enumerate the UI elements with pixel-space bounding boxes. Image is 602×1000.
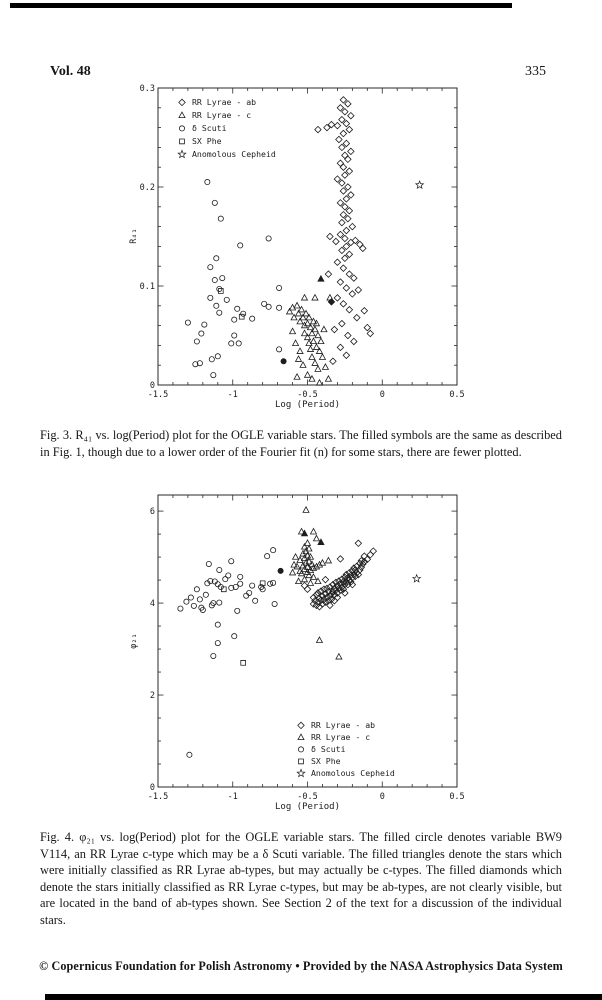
svg-text:0.1: 0.1 — [140, 282, 155, 292]
svg-text:2: 2 — [150, 691, 155, 701]
svg-text:SX Phe: SX Phe — [311, 756, 341, 766]
svg-text:0: 0 — [380, 390, 385, 400]
fig3-scatter-svg: -1.5 -1 -0.5 0 0.5 0 0.1 0.2 0.3 Log (Period) R₄₁ R… — [129, 84, 465, 410]
svg-text:-1.5: -1.5 — [148, 390, 168, 400]
svg-text:-0.5: -0.5 — [297, 792, 317, 802]
svg-text:Anomolous Cepheid: Anomolous Cepheid — [192, 149, 276, 159]
svg-text:6: 6 — [150, 507, 155, 517]
svg-text:0.5: 0.5 — [449, 390, 464, 400]
svg-text:δ Scuti: δ Scuti — [311, 744, 346, 754]
svg-text:-0.5: -0.5 — [297, 390, 317, 400]
svg-text:RR Lyrae - ab: RR Lyrae - ab — [192, 97, 256, 107]
svg-text:δ Scuti: δ Scuti — [192, 123, 227, 133]
figure4-plot: -1.5 -1 -0.5 0 0.5 0 2 4 6 Log (Period) φ₂₁ RR Lyra… — [118, 483, 470, 821]
svg-text:-1.5: -1.5 — [148, 792, 168, 802]
footer-credit: © Copernicus Foundation for Polish Astro… — [39, 959, 563, 973]
svg-text:RR Lyrae - ab: RR Lyrae - ab — [311, 720, 375, 730]
header-page-number: 335 — [525, 64, 546, 79]
svg-text:Log (Period): Log (Period) — [275, 802, 340, 812]
svg-text:0.5: 0.5 — [449, 792, 464, 802]
header-volume: Vol. 48 — [50, 64, 91, 79]
svg-text:-1: -1 — [228, 390, 238, 400]
svg-text:φ₂₁: φ₂₁ — [129, 633, 139, 648]
figure4-caption: Fig. 4. φ₂₁ vs. log(Period) plot for the… — [40, 830, 562, 927]
svg-text:R₄₁: R₄₁ — [129, 228, 139, 243]
scan-artifact-bottom — [45, 994, 602, 1000]
svg-text:0.2: 0.2 — [140, 183, 155, 193]
svg-text:0: 0 — [380, 792, 385, 802]
figure3-caption: Fig. 3. R₄₁ vs. log(Period) plot for the… — [40, 428, 562, 459]
svg-text:4: 4 — [150, 599, 155, 609]
svg-text:SX Phe: SX Phe — [192, 136, 222, 146]
svg-text:-1: -1 — [228, 792, 238, 802]
svg-text:Anomolous Cepheid: Anomolous Cepheid — [311, 768, 395, 778]
svg-text:0: 0 — [150, 381, 155, 391]
svg-text:0.3: 0.3 — [140, 84, 155, 94]
svg-text:RR Lyrae - c: RR Lyrae - c — [192, 110, 251, 120]
scan-artifact-top — [10, 3, 512, 8]
svg-text:RR Lyrae - c: RR Lyrae - c — [311, 732, 370, 742]
svg-text:Log (Period): Log (Period) — [275, 400, 340, 410]
fig4-scatter-svg: -1.5 -1 -0.5 0 0.5 0 2 4 6 Log (Period) φ₂₁ RR Lyra… — [129, 494, 465, 812]
figure3-plot: -1.5 -1 -0.5 0 0.5 0 0.1 0.2 0.3 Log (Period) R₄₁ R… — [118, 76, 470, 422]
svg-text:0: 0 — [150, 783, 155, 793]
